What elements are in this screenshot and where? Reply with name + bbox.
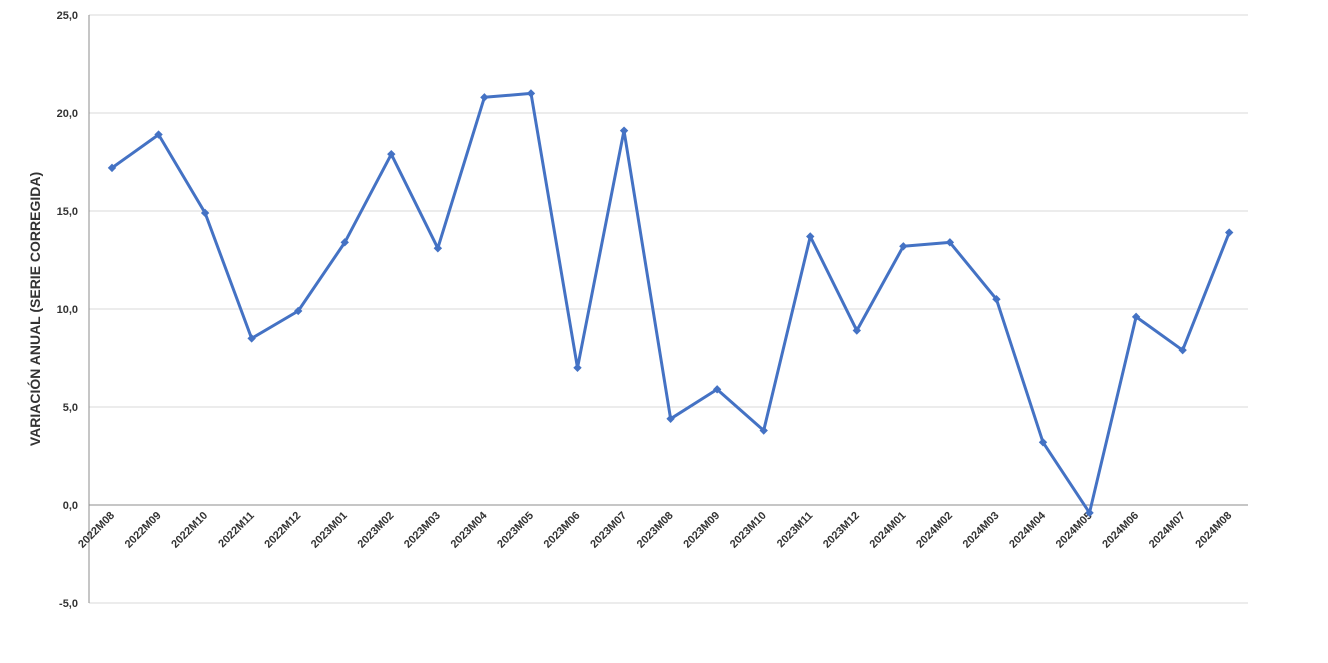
data-point	[899, 242, 908, 251]
x-tick-label: 2023M06	[542, 510, 583, 551]
x-tick-label: 2024M07	[1147, 510, 1188, 551]
y-tick-label: 20,0	[57, 108, 78, 120]
x-tick-label: 2023M10	[728, 510, 769, 551]
data-point	[1178, 345, 1187, 355]
y-tick-label: 0,0	[63, 500, 78, 512]
y-axis-title: VARIACIÓN ANUAL (SERIE CORREGIDA)	[26, 172, 43, 446]
data-point	[852, 326, 861, 335]
data-point	[1131, 312, 1141, 322]
data-point	[759, 426, 768, 435]
x-tick-label: 2024M04	[1007, 509, 1049, 551]
axes	[88, 15, 1248, 603]
series-line	[111, 91, 1231, 515]
data-point	[806, 232, 815, 241]
x-tick-label: 2024M01	[868, 510, 909, 551]
x-tick-label: 2023M07	[588, 510, 629, 551]
x-tick-label: 2023M11	[775, 510, 815, 550]
x-tick-label: 2023M02	[355, 510, 396, 551]
data-point	[200, 208, 210, 218]
data-point	[433, 244, 443, 253]
x-tick-label: 2022M10	[169, 510, 210, 551]
x-tick-label: 2024M03	[961, 510, 1002, 551]
data-point	[480, 93, 489, 102]
x-tick-label: 2024M02	[914, 510, 955, 551]
data-point	[712, 385, 722, 394]
x-tick-label: 2023M12	[821, 510, 862, 551]
x-tick-label: 2024M08	[1193, 510, 1234, 551]
y-tick-label: 25,0	[57, 10, 78, 22]
data-point	[526, 89, 536, 98]
x-tick-label: 2022M09	[123, 510, 164, 551]
data-point	[1038, 438, 1048, 447]
data-point	[619, 126, 629, 135]
x-tick-label: 2022M11	[216, 510, 256, 550]
x-tick-label: 2023M09	[681, 510, 722, 551]
x-tick-label: 2023M05	[495, 510, 536, 551]
x-tick-label: 2023M01	[309, 510, 350, 551]
x-tick-labels: 2022M08 2022M09 2022M10 2022M11 2022M12 2023M…	[76, 509, 1234, 551]
y-tick-label: 10,0	[57, 304, 78, 316]
data-point	[387, 149, 396, 159]
x-tick-label: 2022M12	[262, 510, 303, 551]
data-point	[945, 238, 955, 247]
data-point	[154, 130, 163, 139]
x-tick-label: 2023M08	[635, 510, 676, 551]
data-point	[992, 295, 1001, 304]
series-layer	[107, 89, 1234, 518]
data-point	[1225, 228, 1234, 237]
data-point	[107, 163, 117, 173]
x-tick-label: 2023M04	[449, 509, 491, 551]
y-tick-label: 15,0	[57, 206, 78, 218]
data-point	[573, 363, 582, 372]
data-point	[1085, 508, 1094, 518]
data-point	[294, 306, 303, 316]
y-tick-label: -5,0	[59, 598, 78, 610]
grid-lines	[89, 14, 1248, 604]
data-point	[340, 238, 349, 247]
data-point	[666, 414, 675, 423]
y-tick-labels: -5,0 0,0 5,0 10,0 15,0 20,0 25,0	[57, 10, 78, 610]
y-tick-label: 5,0	[63, 402, 78, 414]
x-tick-label: 2023M03	[402, 510, 443, 551]
data-point	[247, 334, 256, 343]
x-tick-label: 2024M06	[1100, 510, 1141, 551]
x-tick-label: 2022M08	[76, 510, 117, 551]
